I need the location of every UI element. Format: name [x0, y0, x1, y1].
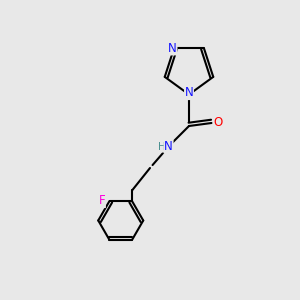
Text: O: O: [214, 116, 223, 130]
Text: N: N: [164, 140, 173, 153]
Text: H: H: [158, 142, 166, 152]
Text: N: N: [184, 86, 194, 100]
Text: F: F: [99, 194, 105, 208]
Text: N: N: [168, 42, 177, 55]
